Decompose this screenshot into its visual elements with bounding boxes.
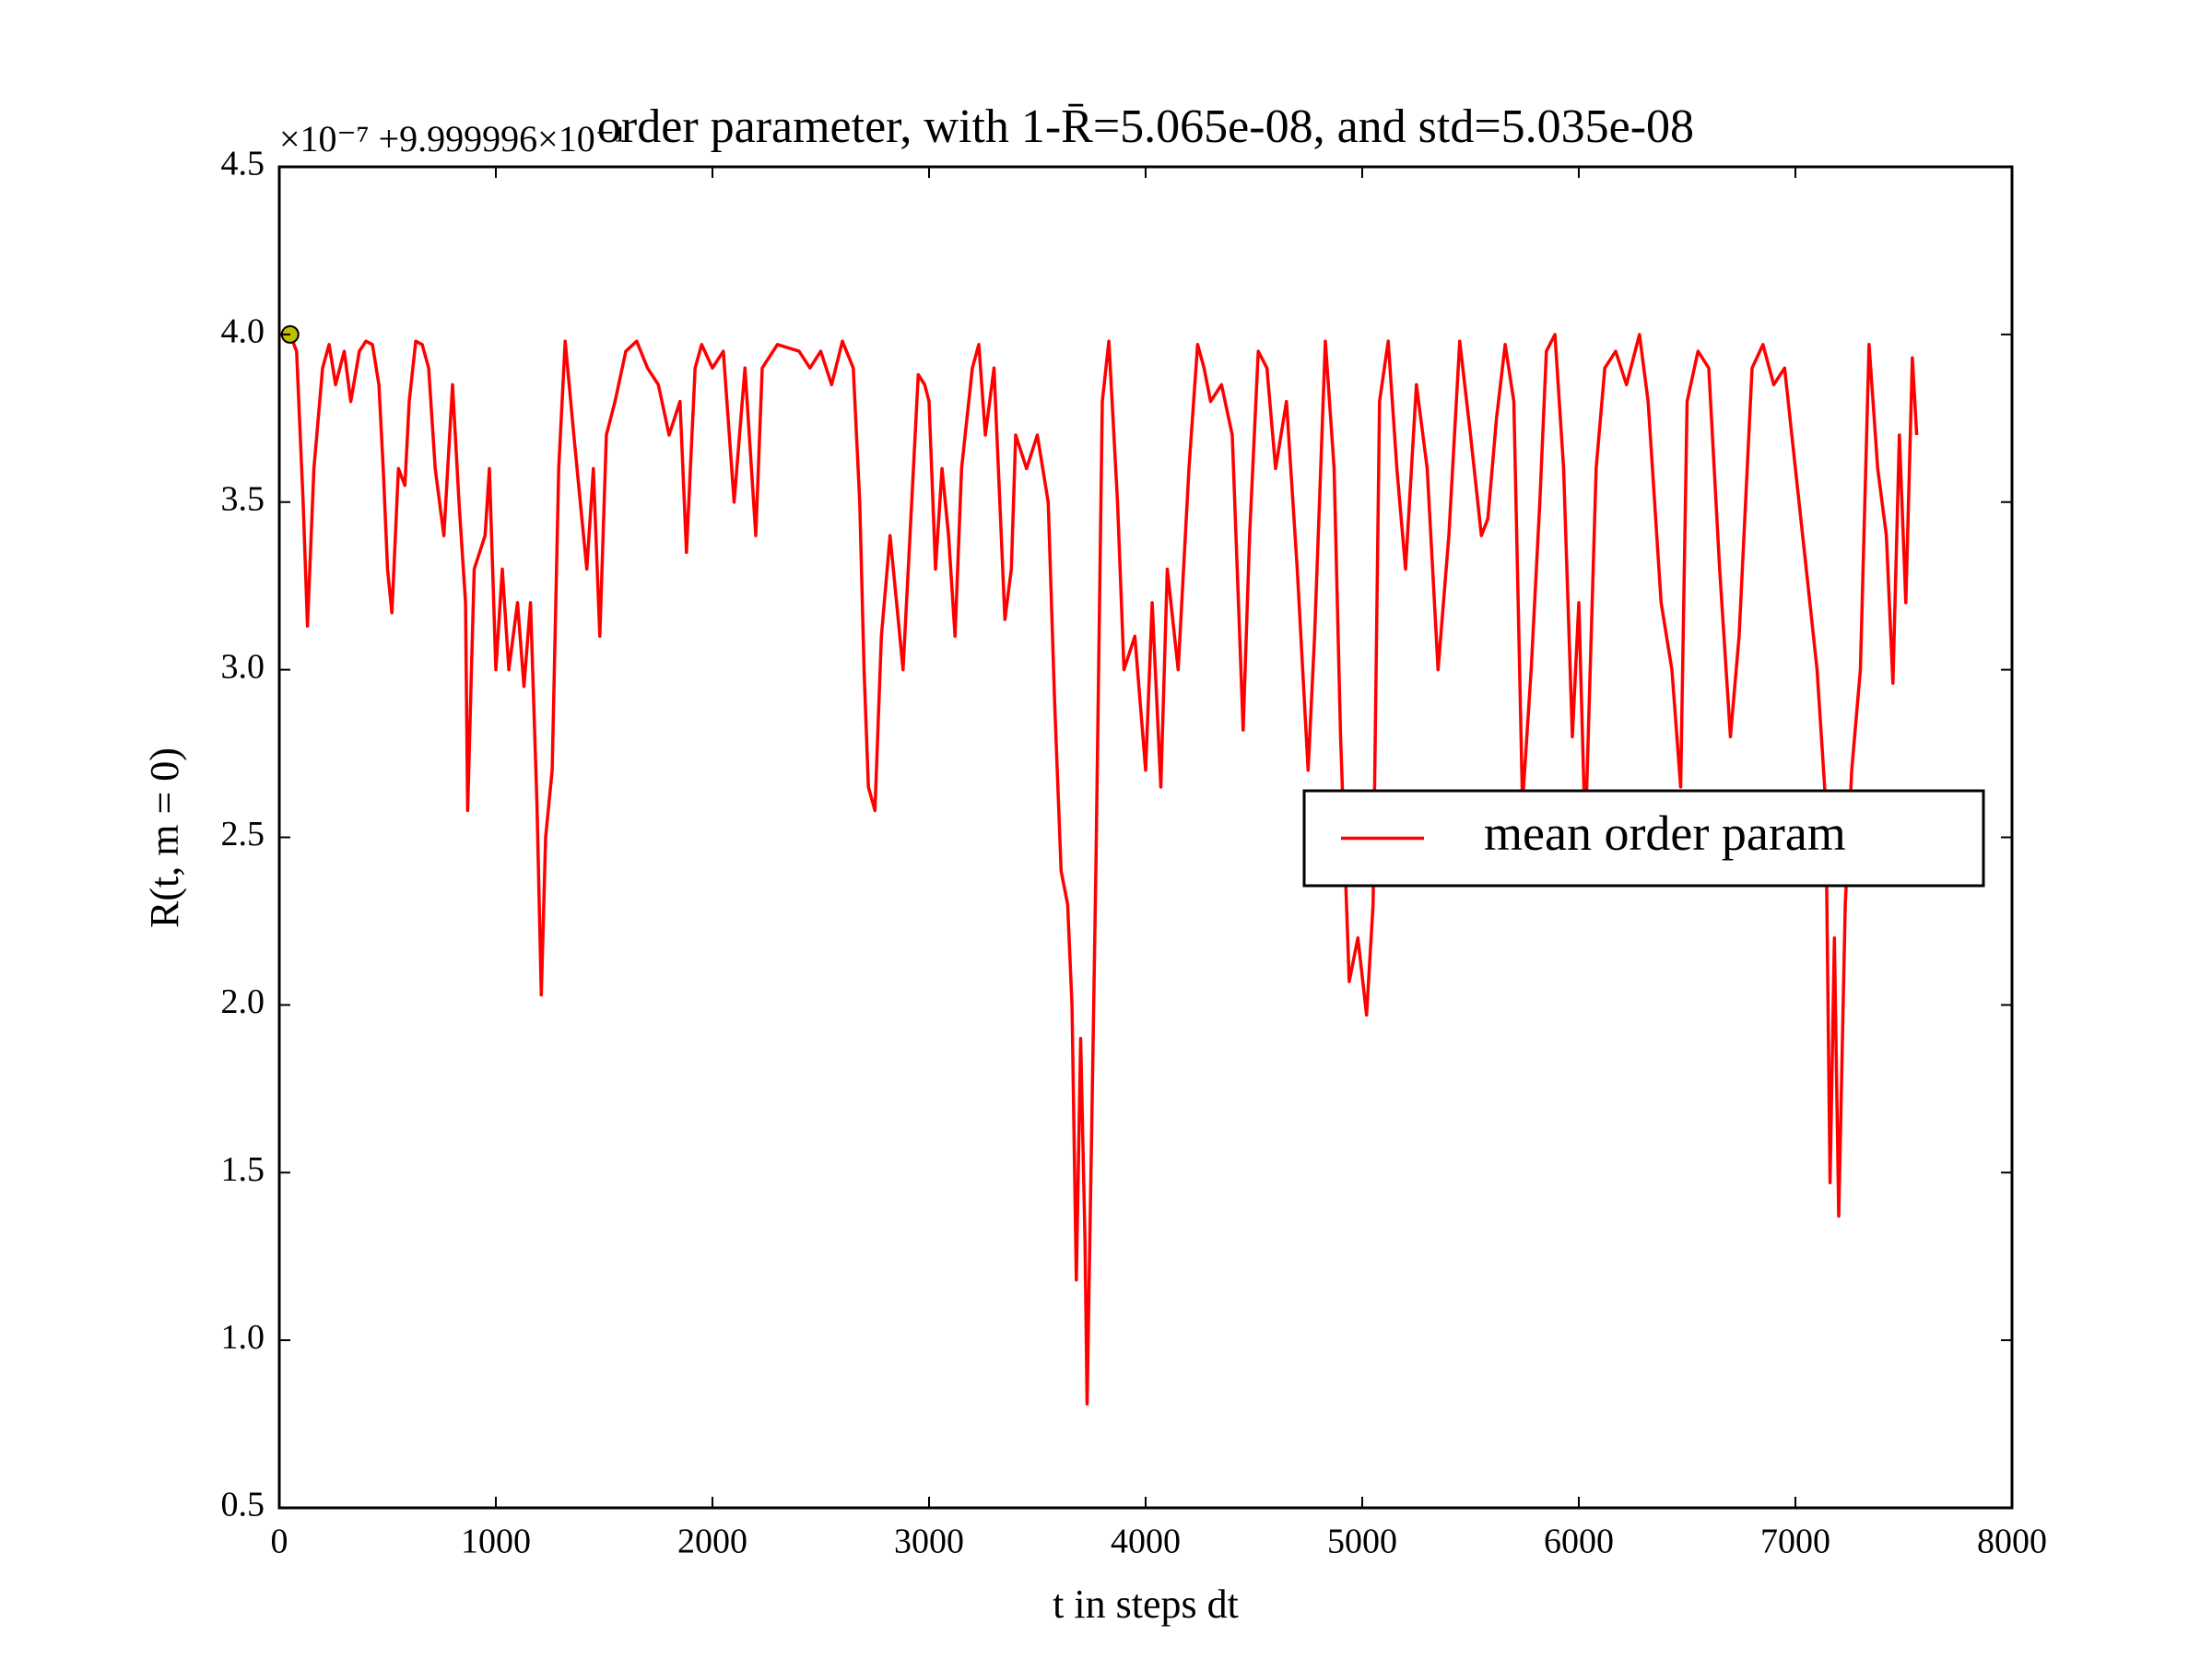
x-tick-label: 5000 <box>1327 1523 1397 1561</box>
y-offset-text: ×10⁻⁷ +9.999996×10⁻¹ <box>279 118 626 159</box>
x-tick-label: 8000 <box>1977 1523 2047 1561</box>
x-tick-label: 1000 <box>461 1523 531 1561</box>
y-tick-label: 2.0 <box>221 982 265 1021</box>
y-tick-label: 1.0 <box>221 1318 265 1357</box>
data-line <box>279 333 1919 1406</box>
y-tick-label: 4.5 <box>221 145 265 183</box>
x-tick-label: 4000 <box>1111 1523 1181 1561</box>
x-axis-label: t in steps dt <box>1053 1582 1239 1627</box>
x-tick-label: 7000 <box>1760 1523 1830 1561</box>
x-tick-label: 2000 <box>677 1523 747 1561</box>
y-tick-label: 0.5 <box>221 1486 265 1524</box>
x-tick-label: 0 <box>271 1523 288 1561</box>
y-tick-label: 4.0 <box>221 312 265 351</box>
y-tick-label: 3.5 <box>221 479 265 518</box>
chart-title: order parameter, with 1-R̄=5.065e-08, an… <box>597 100 1694 153</box>
legend-label: mean order param <box>1484 806 1846 861</box>
y-tick-label: 3.0 <box>221 647 265 686</box>
y-tick-label: 1.5 <box>221 1150 265 1189</box>
x-tick-label: 3000 <box>894 1523 964 1561</box>
x-tick-label: 6000 <box>1544 1523 1614 1561</box>
y-tick-label: 2.5 <box>221 815 265 853</box>
y-axis-label: R(t, m = 0) <box>142 747 187 928</box>
